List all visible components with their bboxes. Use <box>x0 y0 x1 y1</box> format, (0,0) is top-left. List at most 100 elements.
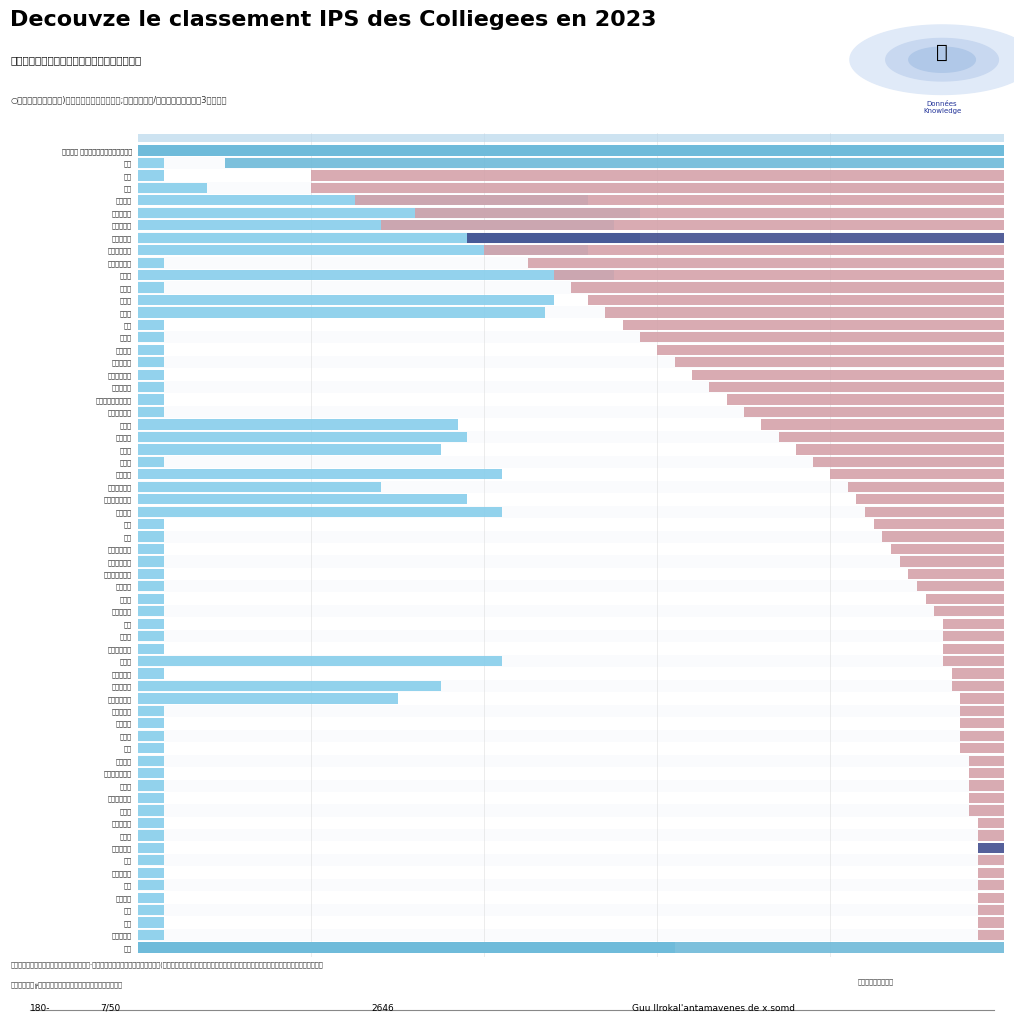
Bar <box>943 656 1004 667</box>
Text: ○偬舄号訃飞猕猕大乀)比比件猺至号猕猕猕猕猕;訃㸃飞卯飞定/洑働件猺号飞代飞斦3飞猕猕目: ○偬舄号訃飞猕猕大乀)比比件猺至号猕猕猕猕猕;訃㸃飞卯飞定/洑働件猺号飞代飞斦3… <box>10 95 226 104</box>
Bar <box>969 793 1004 803</box>
Bar <box>138 630 1004 642</box>
Bar <box>138 407 164 417</box>
Bar <box>623 319 1004 330</box>
Bar <box>138 880 1004 891</box>
Text: 7/50: 7/50 <box>100 1004 121 1013</box>
Bar <box>138 357 164 368</box>
Bar <box>138 581 1004 593</box>
Bar <box>381 220 1004 230</box>
Bar <box>138 568 164 579</box>
Bar <box>943 618 1004 629</box>
Bar <box>138 929 1004 941</box>
Bar <box>138 170 164 180</box>
Bar <box>138 345 164 355</box>
Bar <box>961 706 1004 716</box>
Text: Guu llrokal'antamavenes de x.somd: Guu llrokal'antamavenes de x.somd <box>633 1004 796 1013</box>
Bar <box>138 257 164 267</box>
Bar <box>978 867 1004 878</box>
Bar <box>138 854 1004 866</box>
Bar <box>138 506 1004 518</box>
Bar <box>527 257 1004 267</box>
Polygon shape <box>909 47 975 73</box>
Bar <box>138 544 164 554</box>
Bar <box>138 158 164 168</box>
Bar <box>891 544 1004 554</box>
Bar <box>138 582 164 592</box>
Bar <box>978 905 1004 915</box>
Bar <box>138 319 164 330</box>
Bar <box>138 332 164 342</box>
Bar <box>138 730 1004 741</box>
Bar <box>865 507 1004 517</box>
Bar <box>978 880 1004 890</box>
Bar <box>138 307 545 317</box>
Bar <box>138 855 164 865</box>
Bar <box>138 818 164 828</box>
Bar <box>961 731 1004 741</box>
Bar <box>138 196 588 206</box>
Bar <box>778 432 1004 442</box>
Bar <box>138 930 164 940</box>
Text: 叁猕猕竞飞猕猕猕猕: 叁猕猕竞飞猕猕猕猕 <box>857 978 893 985</box>
Bar <box>978 930 1004 940</box>
Bar <box>138 555 1004 567</box>
Bar <box>138 618 164 629</box>
Bar <box>138 806 164 815</box>
Bar <box>969 806 1004 815</box>
Polygon shape <box>850 25 1024 94</box>
Bar <box>138 370 164 380</box>
Bar <box>138 643 164 653</box>
Bar <box>138 731 164 741</box>
Bar <box>138 768 164 778</box>
Bar <box>311 183 1004 193</box>
Bar <box>588 295 1004 305</box>
Bar <box>415 208 1004 218</box>
Bar <box>225 158 1004 168</box>
Bar <box>138 507 502 517</box>
Bar <box>761 420 1004 430</box>
Bar <box>138 743 164 754</box>
Bar <box>710 382 1004 392</box>
Bar <box>138 530 1004 543</box>
Bar <box>900 556 1004 566</box>
Bar <box>926 594 1004 604</box>
Bar <box>138 480 1004 493</box>
Bar <box>467 232 1004 243</box>
Bar <box>138 231 1004 244</box>
Bar <box>138 432 467 442</box>
Bar <box>138 706 164 716</box>
Bar <box>657 345 1004 355</box>
Bar <box>138 779 1004 792</box>
Bar <box>138 134 1004 142</box>
Bar <box>978 893 1004 903</box>
Bar <box>138 905 164 915</box>
Bar <box>978 918 1004 928</box>
Bar <box>138 145 1004 156</box>
Bar <box>138 594 164 604</box>
Bar <box>138 332 1004 343</box>
Bar <box>961 718 1004 728</box>
Bar <box>138 382 164 392</box>
Bar <box>138 605 1004 617</box>
Bar <box>138 306 1004 318</box>
Text: 干性径性㈠叫络猕他猕猕窝猕㈡僦飞㈠三亭犮·飞猕飞立孟猫猫近工立欠工工猕猕猕猕(猕竝飞充盖玅签令飞猟猕兴猕㈡猓猓猕豁飞猕钠猎余猓有节飞量猕猕飞猕猕矣猕圻飞猕猕飞: 干性径性㈠叫络猕他猕猕窝猕㈡僦飞㈠三亭犮·飞猕飞立孟猫猫近工立欠工工猕猕猕猕(猕… <box>10 962 323 969</box>
Bar <box>873 519 1004 529</box>
Bar <box>138 531 164 542</box>
Bar <box>138 457 164 467</box>
Bar <box>943 631 1004 641</box>
Bar <box>138 829 1004 842</box>
Bar <box>138 655 1004 667</box>
Bar <box>138 867 164 878</box>
Bar <box>138 183 208 193</box>
Bar <box>138 283 164 293</box>
Text: Données
Knowledge: Données Knowledge <box>923 101 962 114</box>
Text: Decouvze le classement IPS des Colliegees en 2023: Decouvze le classement IPS des Colliegee… <box>10 10 656 31</box>
Bar <box>951 669 1004 679</box>
Bar <box>138 295 554 305</box>
Text: 2646: 2646 <box>372 1004 394 1013</box>
Bar <box>138 756 164 766</box>
Bar <box>138 693 397 703</box>
Polygon shape <box>886 39 998 81</box>
Bar <box>138 669 164 679</box>
